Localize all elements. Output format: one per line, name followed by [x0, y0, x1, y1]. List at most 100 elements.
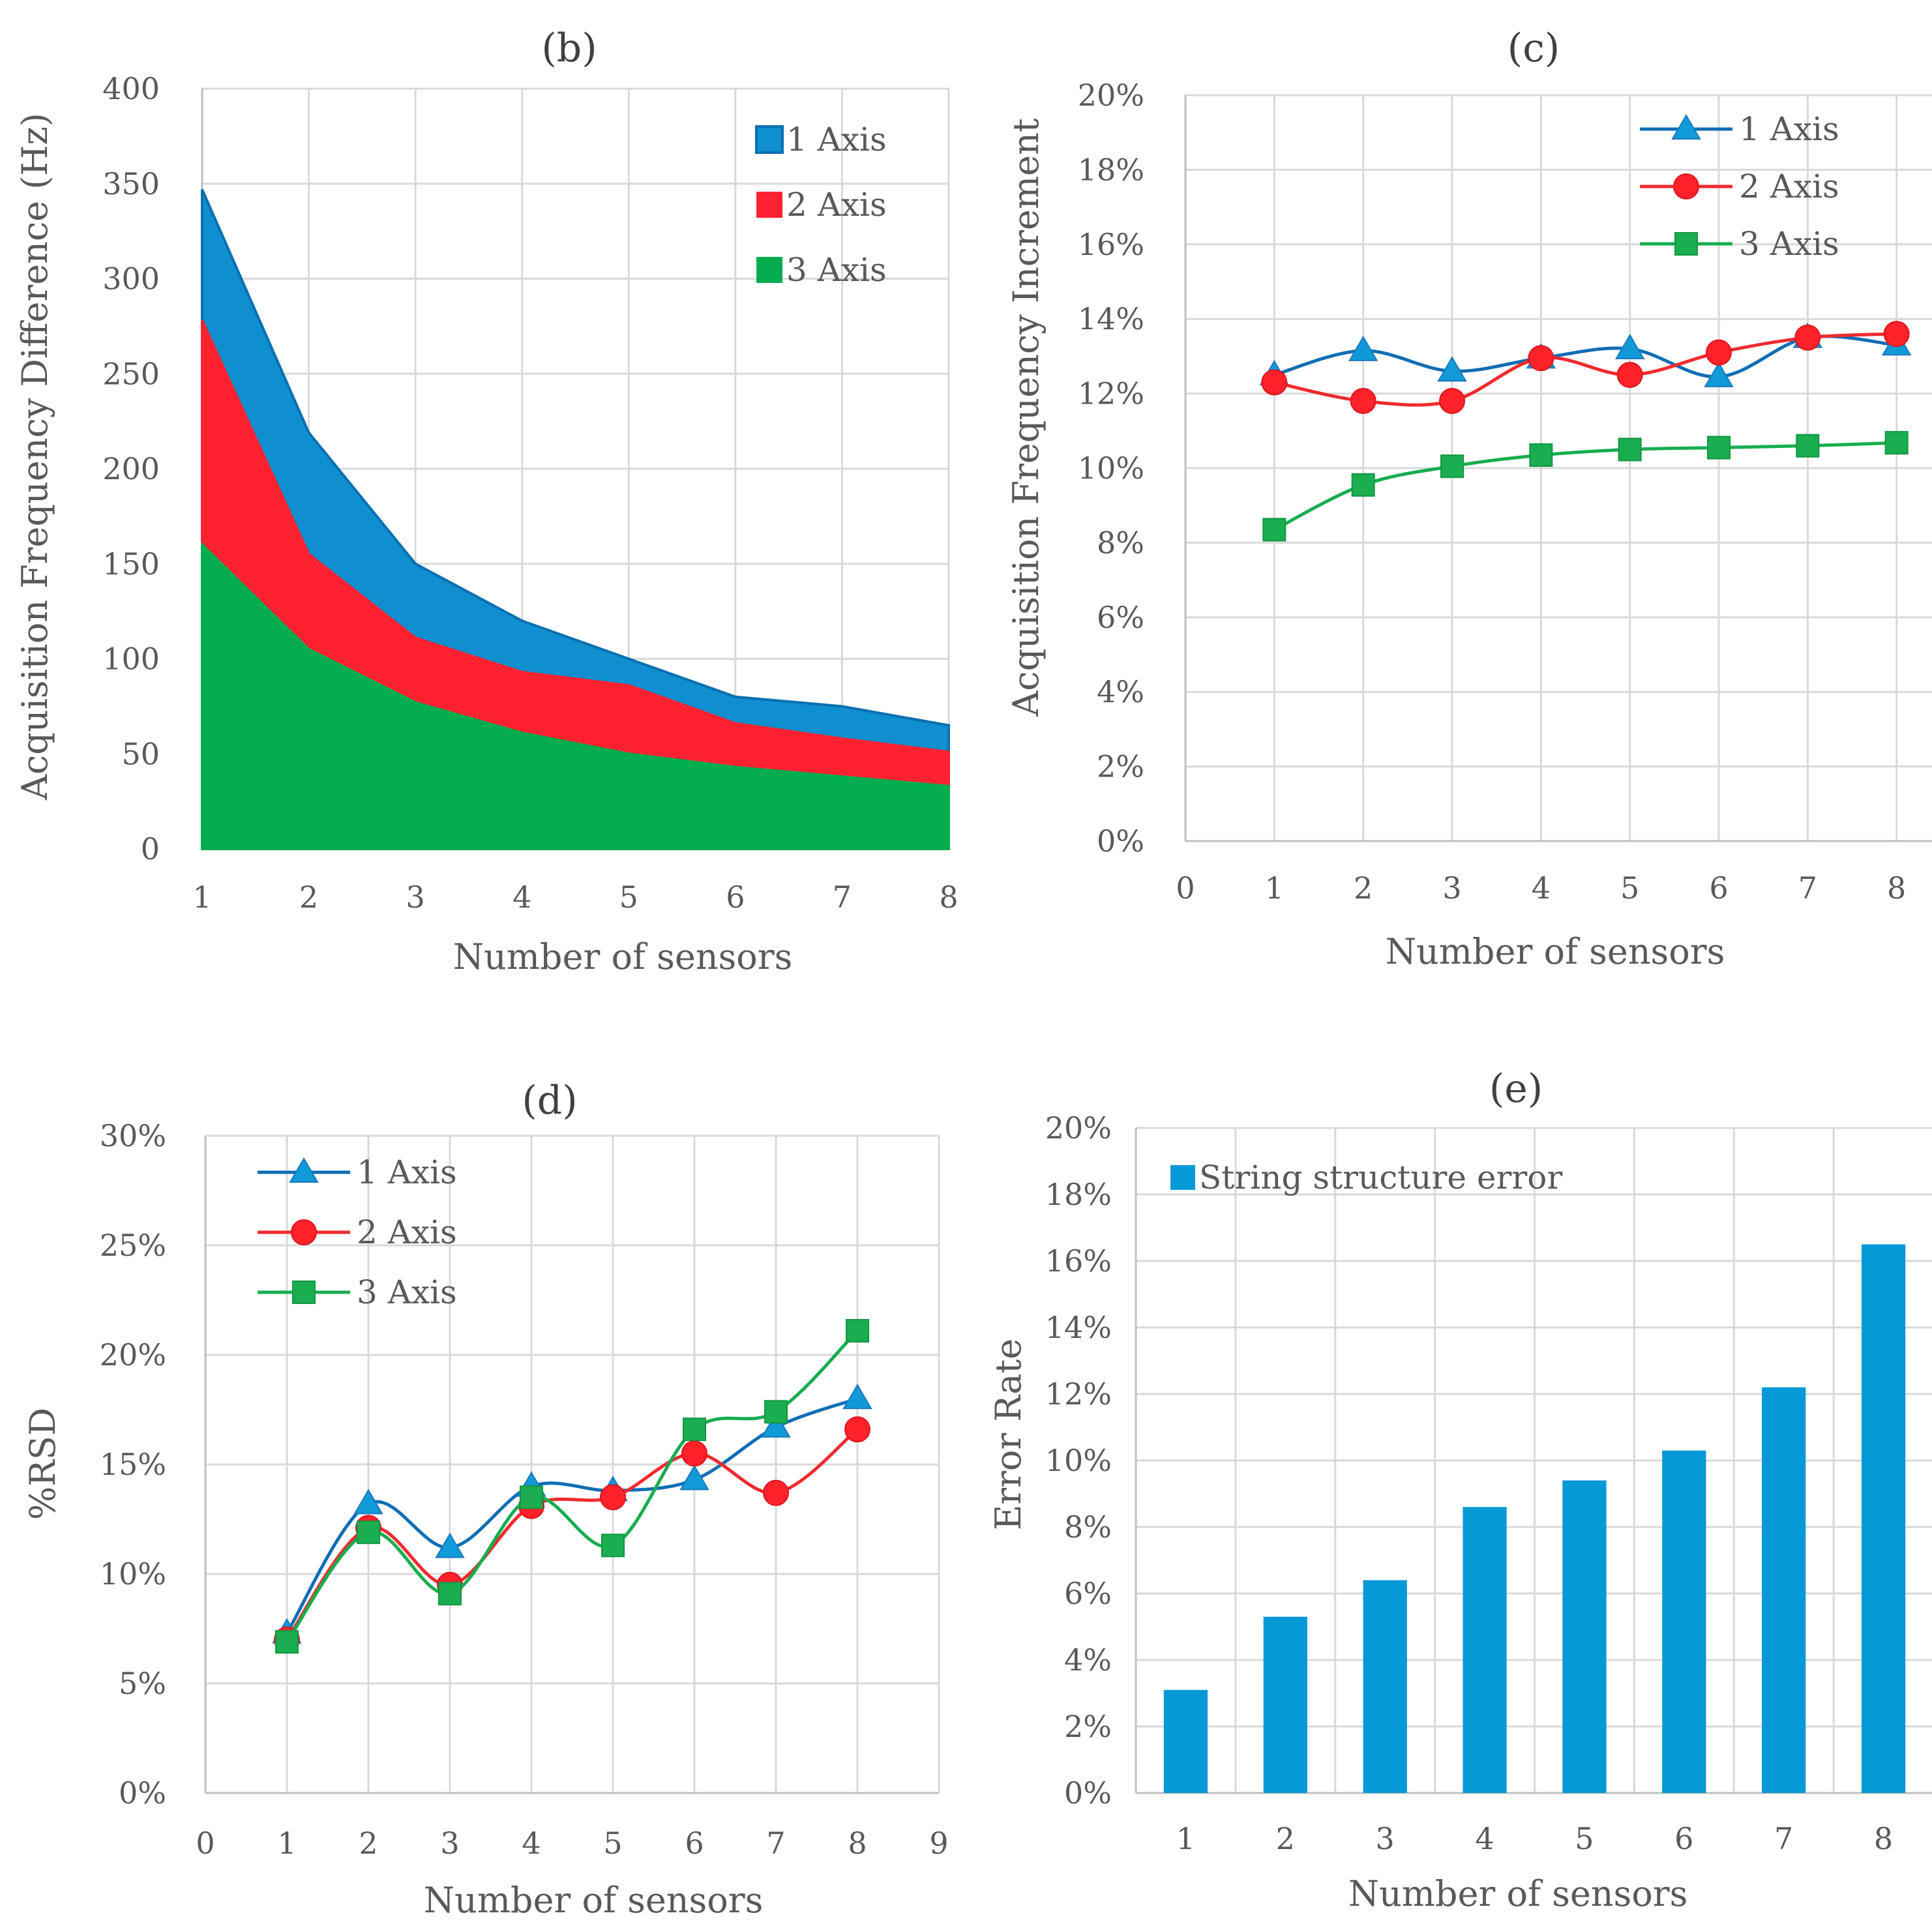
- y-tick-label: 10%: [100, 1556, 166, 1592]
- y-tick-label: 100: [102, 642, 160, 677]
- legend: String structure error: [1170, 1159, 1562, 1196]
- bar: [1562, 1480, 1607, 1793]
- y-axis-title: Acquisition Frequency Increment: [1005, 118, 1047, 717]
- y-tick-label: 14%: [1045, 1310, 1112, 1345]
- triangle-marker: [679, 1464, 709, 1490]
- x-tick-label: 6: [1709, 870, 1728, 906]
- legend-label: 2 Axis: [357, 1213, 457, 1251]
- legend-swatch: [756, 192, 782, 218]
- y-tick-label: 30%: [100, 1118, 166, 1153]
- bar: [1463, 1507, 1507, 1793]
- x-tick-label: 0: [196, 1826, 215, 1861]
- panel-title: (c): [1508, 25, 1560, 71]
- y-tick-label: 2%: [1097, 749, 1144, 784]
- square-marker: [1707, 436, 1731, 460]
- y-tick-label: 6%: [1097, 600, 1144, 635]
- legend-swatch: [755, 125, 784, 154]
- x-tick-label: 8: [1874, 1821, 1893, 1856]
- x-tick-label: 1: [277, 1826, 296, 1861]
- x-axis-title: Number of sensors: [453, 936, 793, 977]
- x-tick-label: 9: [929, 1826, 948, 1861]
- y-tick-label: 16%: [1078, 227, 1144, 262]
- x-tick-label: 3: [1442, 870, 1461, 906]
- x-tick-label: 7: [1774, 1821, 1793, 1856]
- triangle-marker: [1437, 356, 1467, 382]
- y-tick-label: 18%: [1045, 1177, 1112, 1212]
- chart-e: 0% 2% 4% 6% 8% 10% 12% 14% 16% 18% 20% 1 2 3 4 5 6 7 8 Stri…: [988, 1066, 1932, 1914]
- chart-c: 0%2%4%6%8%10%12%14%16%18%20%01234567891 …: [1005, 25, 1932, 972]
- y-tick-label: 250: [102, 356, 160, 391]
- square-marker: [1440, 454, 1464, 479]
- square-marker: [1884, 431, 1909, 455]
- panel-title: (e): [1489, 1066, 1543, 1112]
- x-tick-label: 8: [848, 1826, 867, 1861]
- y-tick-label: 300: [102, 261, 160, 297]
- x-tick-label: 2: [1276, 1821, 1295, 1856]
- bar: [1762, 1387, 1806, 1793]
- square-marker: [764, 1400, 788, 1424]
- square-marker: [601, 1533, 625, 1558]
- circle-marker: [1794, 324, 1821, 351]
- x-tick-label: 1: [192, 880, 211, 915]
- legend-label: 3 Axis: [786, 251, 887, 289]
- y-tick-label: 0%: [119, 1775, 166, 1811]
- y-tick-label: 14%: [1078, 301, 1144, 336]
- x-tick-label: 5: [619, 880, 638, 915]
- x-tick-label: 6: [1674, 1821, 1693, 1856]
- x-tick-label: 1: [1265, 870, 1284, 906]
- square-marker: [1351, 473, 1375, 497]
- x-tick-label: 2: [359, 1826, 378, 1861]
- square-marker: [683, 1417, 706, 1442]
- legend-label: 1 Axis: [786, 121, 887, 158]
- legend: 1 Axis 2 Axis 3 Axis: [1640, 110, 1839, 263]
- y-axis-title: Error Rate: [988, 1339, 1029, 1530]
- circle-marker: [763, 1479, 789, 1506]
- legend-label: 3 Axis: [1739, 225, 1839, 263]
- circle-marker: [291, 1219, 317, 1245]
- y-tick-label: 0%: [1097, 823, 1144, 859]
- x-tick-label: 7: [1798, 870, 1817, 906]
- y-tick-label: 8%: [1064, 1509, 1112, 1545]
- legend-swatch: [756, 257, 782, 283]
- legend-label: 3 Axis: [357, 1273, 457, 1311]
- y-tick-label: 12%: [1078, 376, 1144, 411]
- x-tick-label: 7: [766, 1826, 785, 1861]
- legend-label: 1 Axis: [357, 1153, 457, 1191]
- y-tick-label: 4%: [1064, 1642, 1112, 1678]
- x-tick-label: 1: [1176, 1821, 1195, 1856]
- panel-title: (b): [541, 25, 597, 71]
- x-tick-label: 8: [939, 880, 958, 915]
- y-tick-label: 6%: [1064, 1576, 1112, 1611]
- legend-swatch: [1170, 1165, 1195, 1190]
- x-axis-title: Number of sensors: [1386, 931, 1725, 972]
- square-marker: [1529, 443, 1553, 467]
- chart-b: 0 50 100 150 200 250 300 350 400 1 2 3 4 5 6 7 8 1 Axis 2 …: [14, 25, 959, 977]
- square-marker: [275, 1630, 299, 1654]
- x-tick-label: 4: [513, 880, 531, 915]
- y-tick-label: 2%: [1064, 1709, 1112, 1744]
- square-marker: [846, 1319, 869, 1343]
- bar: [1662, 1450, 1706, 1793]
- legend-label: 2 Axis: [786, 186, 887, 224]
- y-tick-label: 200: [102, 451, 160, 486]
- y-tick-label: 5%: [119, 1666, 166, 1701]
- y-tick-label: 20%: [100, 1337, 166, 1372]
- legend: 1 Axis 2 Axis 3 Axis: [258, 1153, 457, 1311]
- circle-marker: [1673, 173, 1699, 200]
- x-tick-label: 4: [1532, 870, 1551, 906]
- circle-marker: [844, 1416, 870, 1443]
- circle-marker: [1706, 339, 1732, 366]
- y-axis-title: %RSD: [22, 1408, 63, 1520]
- legend-label: 2 Axis: [1739, 168, 1839, 205]
- y-tick-label: 4%: [1097, 674, 1144, 709]
- y-tick-label: 20%: [1045, 1110, 1112, 1146]
- y-tick-label: 0%: [1064, 1775, 1112, 1811]
- legend-label: String structure error: [1199, 1159, 1562, 1196]
- x-tick-label: 4: [522, 1826, 541, 1861]
- y-axis-title: Acquisition Frequency Difference (Hz): [14, 113, 55, 801]
- x-axis-title: Number of sensors: [1348, 1873, 1688, 1914]
- y-tick-label: 15%: [100, 1447, 166, 1482]
- triangle-marker: [1614, 333, 1645, 359]
- bar: [1861, 1244, 1906, 1793]
